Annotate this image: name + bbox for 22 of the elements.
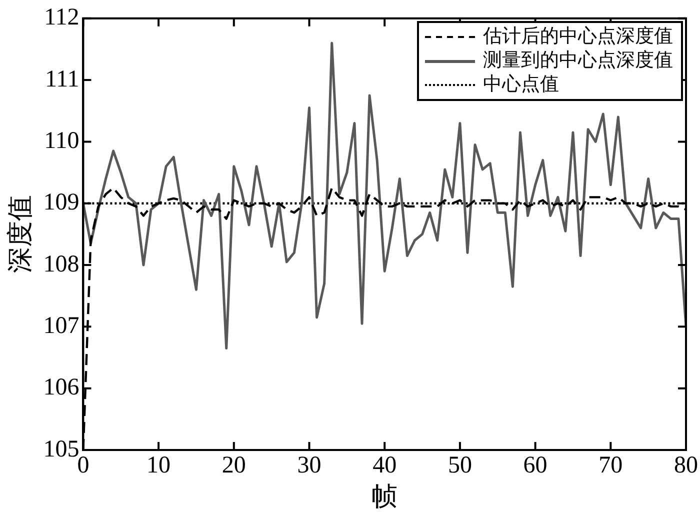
x-axis-title: 帧 <box>372 482 398 512</box>
y-tick-label: 110 <box>44 128 80 154</box>
y-tick-label: 111 <box>44 66 80 92</box>
y-tick-label: 108 <box>43 251 80 278</box>
x-tick-label: 30 <box>297 452 322 479</box>
y-tick-label: 106 <box>43 374 80 401</box>
x-tick-label: 60 <box>523 452 548 479</box>
y-axis-title: 深度值 <box>5 195 34 274</box>
x-tick-label: 0 <box>77 452 90 479</box>
legend-label: 中心点值 <box>483 73 559 98</box>
y-tick-label: 109 <box>43 190 80 216</box>
y-tick-label: 107 <box>43 312 80 339</box>
x-tick-label: 80 <box>674 452 698 479</box>
y-tick-label: 112 <box>44 4 80 31</box>
y-tick-label: 105 <box>43 436 80 462</box>
x-tick-label: 10 <box>146 452 171 479</box>
x-tick-label: 50 <box>448 452 472 479</box>
x-tick-label: 40 <box>372 452 397 479</box>
legend-label: 测量到的中心点深度值 <box>483 49 673 74</box>
x-tick-label: 70 <box>598 452 623 479</box>
legend-label: 估计后的中心点深度值 <box>483 25 673 50</box>
x-tick-label: 20 <box>222 452 246 479</box>
